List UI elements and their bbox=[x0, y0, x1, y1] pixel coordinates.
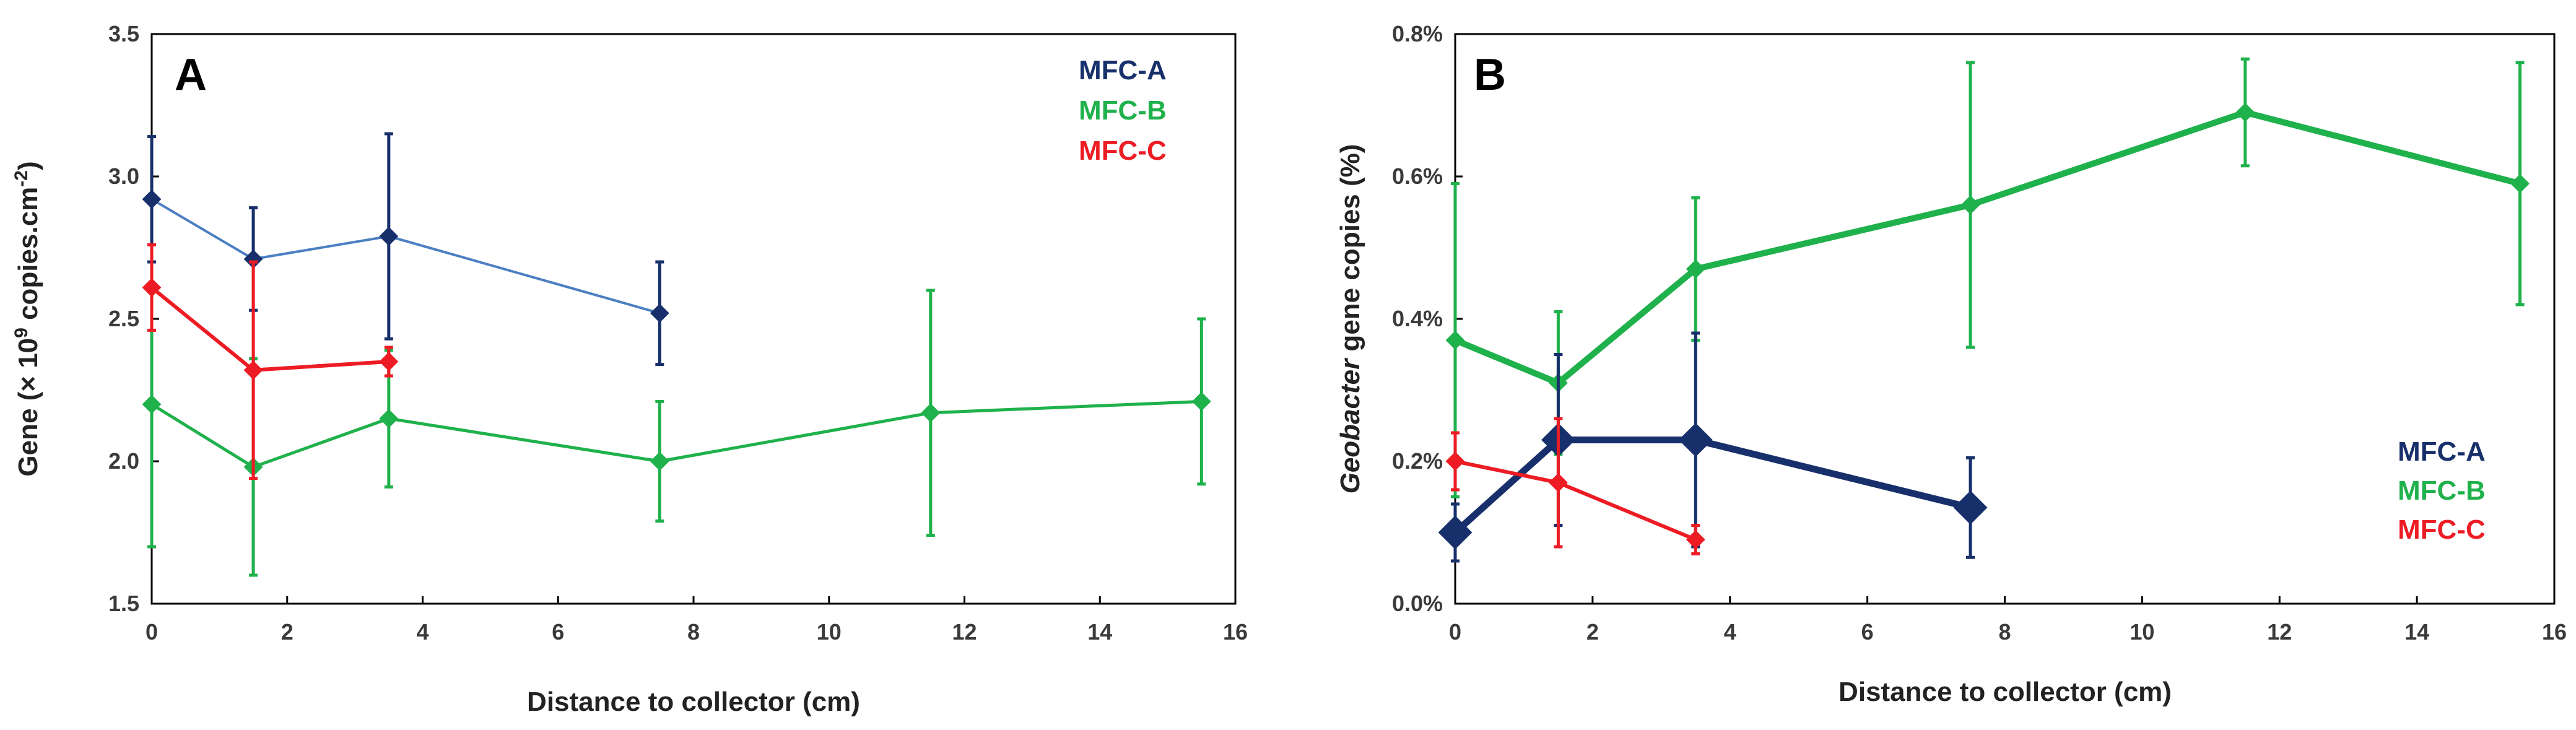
panel-a-x-tick-label: 2 bbox=[281, 619, 294, 645]
data-point bbox=[1548, 473, 1568, 492]
panel-a-y-tick-label: 3.0 bbox=[108, 163, 139, 189]
panel-b-plot-frame bbox=[1454, 33, 2556, 605]
panel-b-x-tick-label: 8 bbox=[1998, 619, 2011, 645]
panel-b-x-tick-label: 14 bbox=[2404, 619, 2429, 645]
panel-a: A 1.5 2.0 2.5 3.0 3.5 0 2 4 6 8 10 12 14 16 Distance… bbox=[11, 21, 1248, 717]
panel-a-y-tick-label: 2.0 bbox=[108, 448, 139, 474]
data-point bbox=[1445, 331, 1465, 350]
series-line bbox=[150, 399, 1202, 469]
series-line bbox=[150, 198, 660, 315]
data-point bbox=[1678, 423, 1713, 457]
series-line bbox=[1453, 437, 1972, 536]
data-point bbox=[1438, 515, 1473, 550]
panel-b-y-tick-label: 0.2% bbox=[1392, 448, 1443, 474]
panel-a-series-mfc-c bbox=[142, 243, 399, 480]
panel-a-series-mfc-a bbox=[142, 132, 669, 367]
data-point bbox=[1953, 490, 1988, 525]
panel-a-x-tick-label: 10 bbox=[817, 619, 842, 645]
data-point bbox=[379, 227, 399, 246]
panel-a-series bbox=[142, 132, 1211, 577]
panel-a-x-axis-title: Distance to collector (cm) bbox=[527, 687, 860, 717]
panel-a-y-axis-title: Gene (× 109 copies.cm-2) bbox=[11, 161, 43, 476]
data-point bbox=[1686, 259, 1705, 279]
series-line bbox=[150, 286, 389, 372]
panel-a-x-tick-label: 0 bbox=[146, 619, 158, 645]
panel-b-letter: B bbox=[1474, 50, 1506, 100]
panel-b-x-tick-label: 4 bbox=[1724, 619, 1736, 645]
panel-b-series bbox=[1438, 57, 2530, 563]
panel-a-legend-mfc-a: MFC-A bbox=[1079, 55, 1167, 85]
panel-b-legend-mfc-b: MFC-B bbox=[2398, 476, 2486, 506]
panel-b-y-tick-label: 0.4% bbox=[1392, 306, 1443, 331]
panel-b-legend-mfc-c: MFC-C bbox=[2398, 515, 2486, 545]
panel-b-x-tick-label: 2 bbox=[1586, 619, 1599, 645]
panel-b-y-ticks: 0.0% 0.2% 0.4% 0.6% 0.8% bbox=[1392, 21, 1463, 616]
panel-a-legend-mfc-c: MFC-C bbox=[1079, 136, 1167, 166]
panel-b-legend-mfc-a: MFC-A bbox=[2398, 437, 2486, 467]
data-point bbox=[142, 189, 162, 209]
data-point bbox=[650, 303, 669, 323]
data-point bbox=[142, 394, 162, 414]
panel-a-x-tick-label: 14 bbox=[1087, 619, 1112, 645]
data-point bbox=[650, 451, 669, 471]
panel-b-legend: MFC-A MFC-B MFC-C bbox=[2398, 437, 2486, 545]
data-point bbox=[921, 403, 941, 423]
panel-a-series-mfc-b bbox=[142, 260, 1211, 577]
panel-a-y-tick-label: 1.5 bbox=[108, 591, 139, 616]
panel-a-plot-frame bbox=[150, 33, 1237, 605]
panel-b-x-tick-label: 10 bbox=[2130, 619, 2154, 645]
panel-a-x-tick-label: 16 bbox=[1223, 619, 1248, 645]
panel-a-x-tick-label: 12 bbox=[952, 619, 977, 645]
data-point bbox=[379, 352, 399, 372]
panel-b-x-tick-label: 0 bbox=[1449, 619, 1461, 645]
panel-b-x-ticks: 0 2 4 6 8 10 12 14 16 bbox=[1449, 596, 2567, 645]
panel-b-x-axis-title: Distance to collector (cm) bbox=[1838, 677, 2172, 707]
panel-a-legend-mfc-b: MFC-B bbox=[1079, 95, 1167, 126]
panel-b-x-tick-label: 6 bbox=[1861, 619, 1874, 645]
panel-a-x-tick-label: 6 bbox=[552, 619, 564, 645]
panel-b-y-tick-label: 0.8% bbox=[1392, 21, 1443, 46]
panel-a-legend: MFC-A MFC-B MFC-C bbox=[1079, 55, 1167, 166]
panel-b: B 0.0% 0.2% 0.4% 0.6% 0.8% 0 2 4 6 8 10 12 14 16 Dis… bbox=[1335, 21, 2567, 707]
data-point bbox=[243, 360, 263, 380]
data-point bbox=[1445, 451, 1465, 471]
panel-a-letter: A bbox=[175, 50, 207, 100]
panel-a-x-ticks: 0 2 4 6 8 10 12 14 16 bbox=[146, 596, 1248, 645]
panel-b-y-tick-label: 0.6% bbox=[1392, 163, 1443, 189]
data-point bbox=[2510, 174, 2530, 193]
panel-a-y-ticks: 1.5 2.0 2.5 3.0 3.5 bbox=[108, 21, 159, 616]
data-point bbox=[1191, 391, 1211, 411]
panel-a-y-tick-label: 2.5 bbox=[108, 306, 139, 331]
panel-a-x-tick-label: 4 bbox=[416, 619, 429, 645]
data-point bbox=[142, 277, 162, 297]
data-point bbox=[1686, 530, 1705, 549]
panel-b-y-axis-title: Geobacter gene copies (%) bbox=[1335, 144, 1365, 494]
panel-b-x-tick-label: 16 bbox=[2542, 619, 2567, 645]
panel-a-y-tick-label: 3.5 bbox=[108, 21, 139, 46]
data-point bbox=[1960, 195, 1980, 215]
panel-b-y-tick-label: 0.0% bbox=[1392, 591, 1443, 616]
panel-b-x-tick-label: 12 bbox=[2267, 619, 2292, 645]
data-point bbox=[2235, 103, 2255, 122]
series-line bbox=[1454, 109, 2521, 386]
panel-b-series-mfc-b bbox=[1445, 57, 2530, 498]
data-point bbox=[379, 409, 399, 428]
panel-a-x-tick-label: 8 bbox=[687, 619, 700, 645]
panel-b-series-mfc-c bbox=[1445, 417, 1705, 555]
